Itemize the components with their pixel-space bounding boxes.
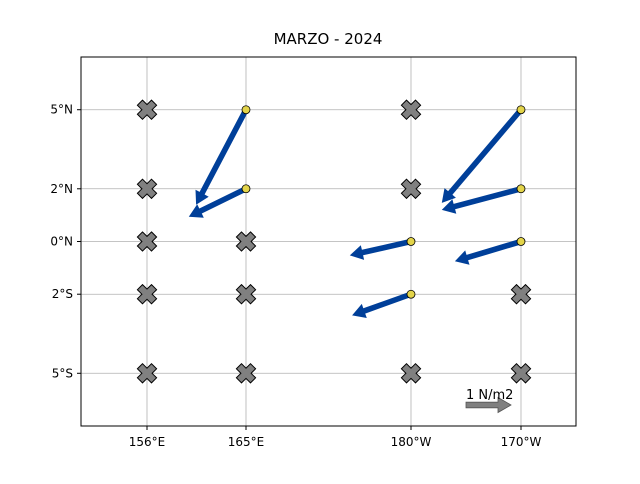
chart-title: MARZO - 2024 (274, 30, 383, 48)
missing-station (400, 362, 422, 384)
x-tick-label: 165°E (228, 435, 265, 449)
missing-station (235, 283, 257, 305)
stress-arrow (352, 291, 412, 318)
station-point (516, 237, 526, 246)
station-point (406, 237, 416, 246)
x-tick-label: 170°W (501, 435, 542, 449)
y-tick-label: 5°N (50, 103, 73, 117)
station-point (406, 289, 416, 299)
missing-station (400, 99, 422, 121)
axes-frame (80, 56, 577, 427)
stress-arrow (349, 238, 412, 260)
stress-arrow (195, 108, 249, 205)
y-tick-label: 5°S (52, 366, 73, 380)
station-point (516, 184, 526, 194)
y-tick-label: 0°N (50, 235, 73, 249)
station-point (241, 184, 251, 194)
y-tick-label: 2°N (50, 182, 73, 196)
stress-arrow (188, 186, 248, 218)
missing-station (400, 178, 422, 200)
missing-station (235, 362, 257, 384)
missing-station (136, 283, 158, 305)
y-tick-label: 2°S (52, 287, 73, 301)
missing-station (136, 178, 158, 200)
missing-station (235, 231, 257, 252)
missing-station (510, 362, 532, 384)
station-point (241, 105, 251, 115)
station-point (516, 105, 526, 115)
stress-arrow (441, 107, 524, 203)
x-tick-label: 180°W (391, 435, 432, 449)
missing-station (510, 283, 532, 305)
key-label: 1 N/m2 (466, 388, 513, 403)
missing-station (136, 99, 158, 121)
key-arrow (465, 396, 512, 414)
missing-station (136, 362, 158, 384)
stress-arrow (454, 238, 522, 265)
x-tick-label: 156°E (129, 435, 166, 449)
missing-station (136, 231, 158, 252)
stress-arrow (441, 186, 522, 214)
